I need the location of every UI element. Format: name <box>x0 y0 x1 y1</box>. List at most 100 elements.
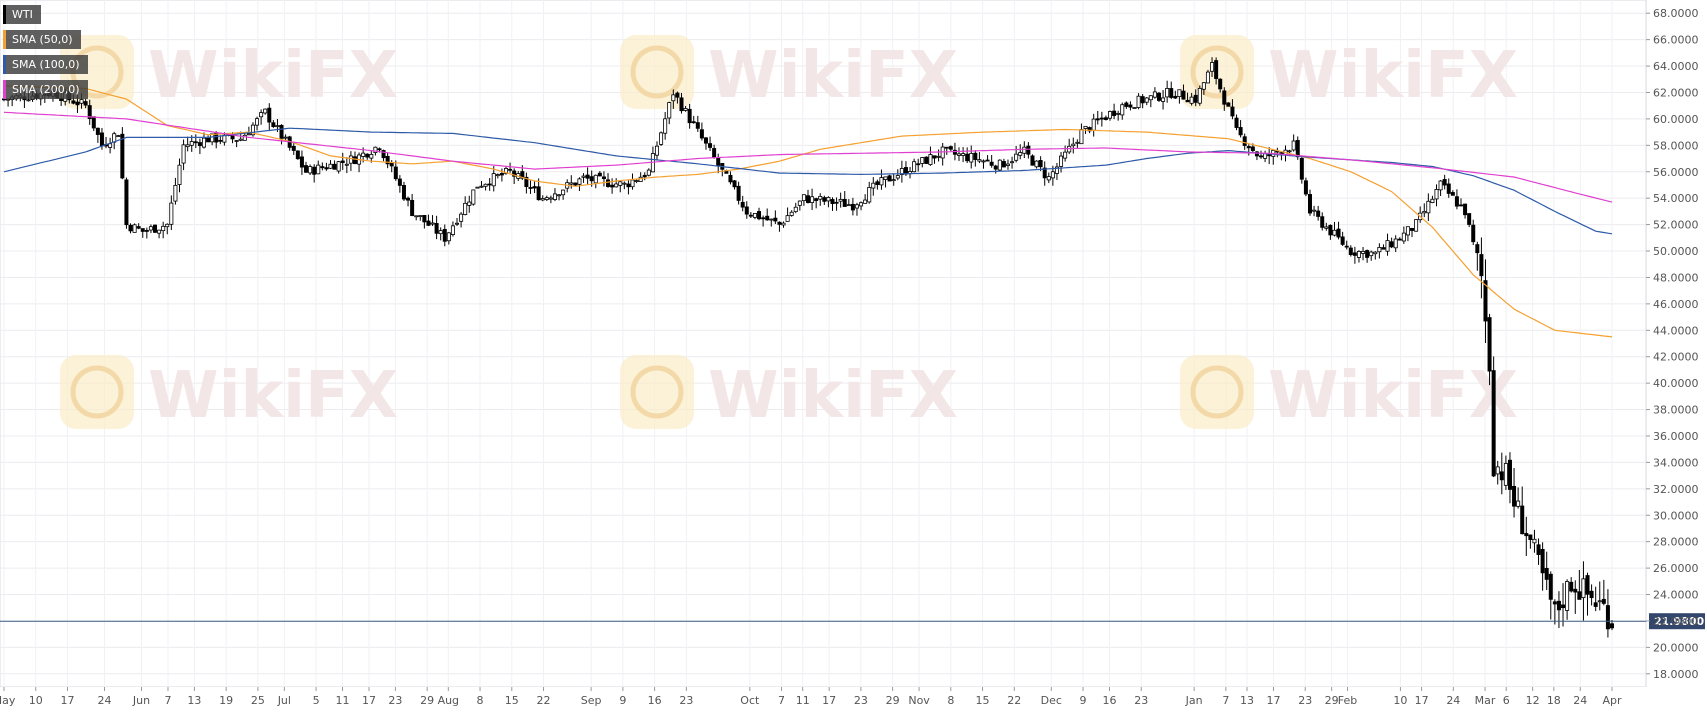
candle-down <box>1589 590 1594 599</box>
candle-down <box>1328 224 1333 236</box>
candle-up <box>1581 578 1586 599</box>
candle-down <box>532 186 537 189</box>
candle-up <box>548 197 553 200</box>
candle-down <box>1193 94 1198 103</box>
candle-down <box>1454 196 1459 207</box>
candle-up <box>1054 166 1059 174</box>
candle-down <box>230 135 235 140</box>
candle-up <box>1385 240 1390 252</box>
candle-down <box>385 155 390 165</box>
y-axis: 18.0000 20.0000 22.0000 24.0000 26.0000 28.00… <box>1646 7 1699 681</box>
x-tick-label: 24 <box>1446 694 1460 707</box>
candle-down <box>1520 505 1525 535</box>
x-tick-label: Mar <box>1475 694 1496 707</box>
candle-down <box>1593 602 1598 607</box>
candle-up <box>348 155 353 164</box>
x-tick-label: 6 <box>1503 694 1510 707</box>
candle-up <box>1414 219 1419 232</box>
candle-down <box>1528 534 1533 540</box>
candle-down <box>712 148 717 158</box>
candle-up <box>185 144 190 148</box>
candle-up <box>463 202 468 215</box>
candle-down <box>1103 117 1108 120</box>
candle-down <box>1556 600 1561 611</box>
candle-up <box>1034 160 1039 168</box>
candle-up <box>1005 163 1010 166</box>
watermark-text: WikiFX <box>1268 359 1518 433</box>
candle-down <box>320 166 325 169</box>
candle-down <box>1234 117 1239 128</box>
candle-down <box>806 195 811 203</box>
y-tick-label: 38.0000 <box>1653 404 1699 417</box>
candle-up <box>622 182 627 185</box>
candle-down <box>1242 136 1247 146</box>
candle-up <box>646 169 651 176</box>
y-tick-label: 30.0000 <box>1653 509 1699 522</box>
candle-up <box>1108 111 1113 119</box>
x-tick-label: Sep <box>581 694 602 707</box>
legend-item-wti[interactable]: WTI <box>3 5 41 24</box>
candle-down <box>1577 591 1582 600</box>
candle-down <box>1524 533 1529 537</box>
candle-down <box>401 185 406 200</box>
x-axis: May 10 17 24 Jun 7 13 19 25 Jul 5 11 17 23 29 Aug 8 15 22 S… <box>0 687 1707 712</box>
candle-up <box>752 213 757 218</box>
candle-down <box>626 183 631 188</box>
y-tick-label: 60.0000 <box>1653 113 1699 126</box>
y-tick-label: 32.0000 <box>1653 483 1699 496</box>
candle-up <box>148 226 153 231</box>
legend: WTI SMA (50,0) SMA (100,0) SMA (200,0) <box>3 5 88 105</box>
candle-down <box>279 124 284 139</box>
candle-up <box>561 189 566 196</box>
candle-down <box>1540 548 1545 574</box>
candle-down <box>218 139 223 142</box>
candle-up <box>981 160 986 163</box>
candle-down <box>1238 127 1243 136</box>
candle-down <box>524 176 529 187</box>
candle-down <box>642 174 647 178</box>
watermark-text: WikiFX <box>708 359 958 433</box>
legend-item-sma100[interactable]: SMA (100,0) <box>3 55 88 74</box>
candle-down <box>1112 110 1117 116</box>
candle-down <box>1479 254 1484 277</box>
y-tick-label: 44.0000 <box>1653 324 1699 337</box>
legend-swatch-sma100 <box>3 55 6 74</box>
candle-down <box>128 224 133 232</box>
candle-up <box>1210 62 1215 72</box>
candle-up <box>1136 95 1141 108</box>
candle-up <box>1148 95 1153 101</box>
candle-up <box>108 143 113 148</box>
candle-up <box>614 183 619 188</box>
x-tick-label: 16 <box>648 694 662 707</box>
candle-down <box>1214 60 1219 79</box>
candle-down <box>499 173 504 176</box>
candle-down <box>708 143 713 148</box>
candle-down <box>1569 581 1574 592</box>
candle-down <box>573 182 578 186</box>
candle-down <box>1483 280 1488 322</box>
candle-up <box>544 197 549 200</box>
y-tick-label: 54.0000 <box>1653 192 1699 205</box>
candle-up <box>503 168 508 174</box>
candle-down <box>426 220 431 226</box>
x-axis-bg <box>0 687 1707 712</box>
candle-down <box>699 129 704 139</box>
candle-up <box>1434 189 1439 200</box>
legend-item-sma50[interactable]: SMA (50,0) <box>3 30 81 49</box>
candle-up <box>1177 89 1182 97</box>
x-tick-label: 11 <box>336 694 350 707</box>
candle-up <box>1361 251 1366 254</box>
candle-up <box>1144 97 1149 103</box>
candle-up <box>483 183 488 187</box>
candle-down <box>1471 224 1476 243</box>
x-tick-label: 22 <box>537 694 551 707</box>
candle-up <box>663 118 668 134</box>
legend-swatch-sma200 <box>3 80 6 99</box>
candle-up <box>234 140 239 142</box>
candle-down <box>83 101 88 106</box>
candle-down <box>422 215 427 223</box>
candle-down <box>1140 96 1145 104</box>
legend-item-sma200[interactable]: SMA (200,0) <box>3 80 88 99</box>
candle-down <box>748 214 753 217</box>
